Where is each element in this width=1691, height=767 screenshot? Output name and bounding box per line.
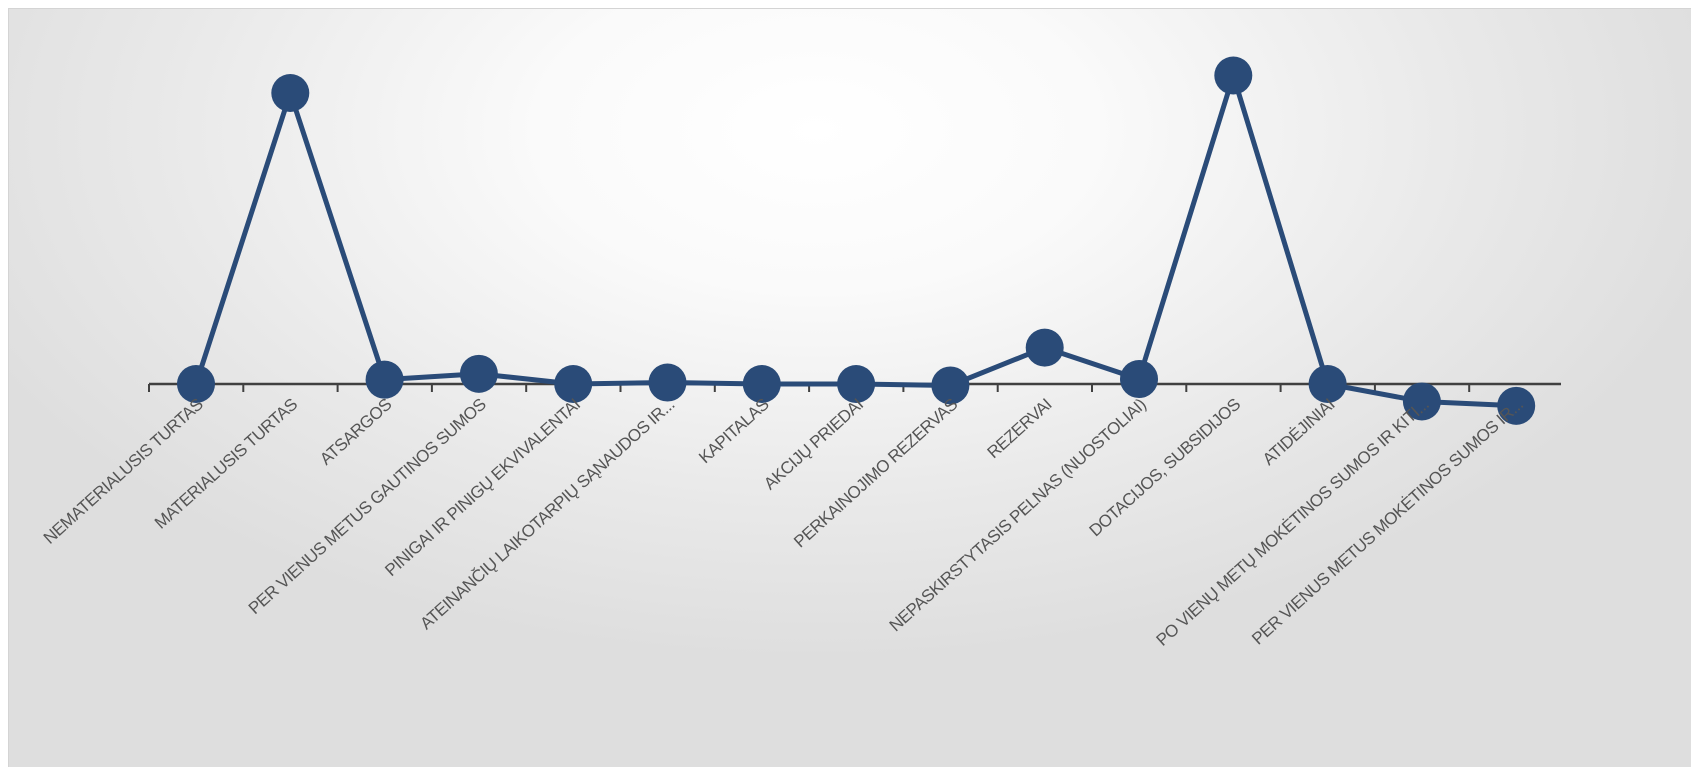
data-point	[648, 363, 687, 402]
data-point	[177, 365, 215, 403]
data-point	[1214, 56, 1253, 95]
x-tick-label: ATIDĖJINIAI	[1259, 395, 1338, 469]
x-tick-label: REZERVAI	[984, 395, 1056, 462]
x-tick-label: NEMATERIALUSIS TURTAS	[40, 395, 207, 548]
x-tick-label: PERKAINOJIMO REZERVAS	[790, 395, 961, 552]
data-point	[742, 365, 781, 403]
data-point	[459, 354, 498, 393]
data-point	[1308, 365, 1347, 403]
data-point	[837, 365, 876, 403]
data-point	[1497, 386, 1536, 425]
data-point	[1402, 382, 1441, 421]
data-point	[554, 365, 593, 403]
data-point	[1120, 360, 1158, 399]
data-point	[1025, 328, 1064, 367]
x-tick-label: KAPITALAS	[695, 395, 772, 467]
data-point	[271, 74, 310, 112]
x-tick-label: DOTACIJOS, SUBSIDIJOS	[1086, 395, 1245, 540]
x-tick-label: PINIGAI IR PINIGŲ EKVIVALENTAI	[381, 395, 584, 580]
x-tick-label: AKCIJŲ PRIEDAI	[760, 395, 867, 494]
chart-area: NEMATERIALUSIS TURTAS MATERIALUSIS TURTAS…	[8, 8, 1691, 767]
x-tick-label: ATSARGOS	[316, 395, 395, 469]
series-line	[193, 73, 1519, 409]
data-point	[365, 360, 404, 399]
data-point	[931, 366, 970, 405]
